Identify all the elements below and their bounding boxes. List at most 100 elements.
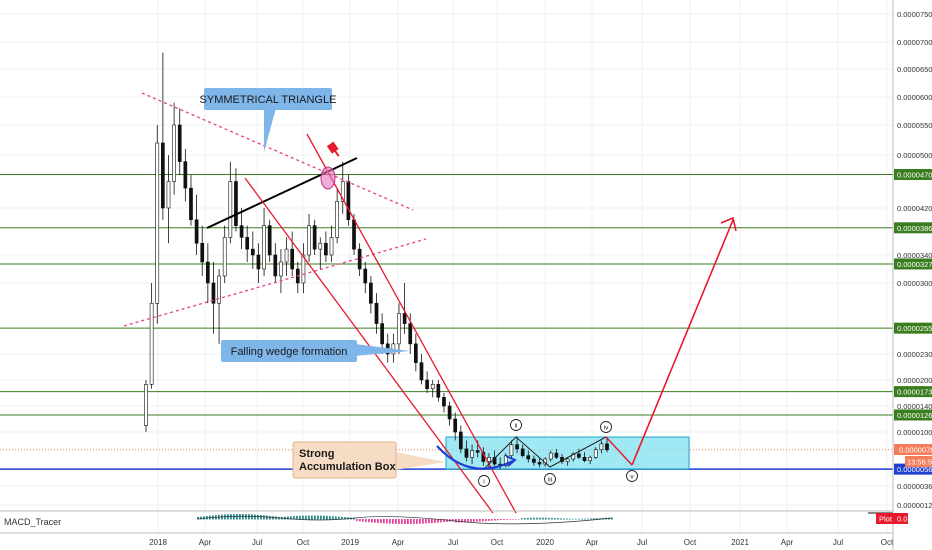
countdown-label: 13:56:51 (907, 458, 932, 467)
macd-bar (344, 517, 346, 520)
accumulation-callout[interactable]: Strong Accumulation Box (292, 441, 446, 479)
time-tick-label: Jul (833, 538, 843, 547)
macd-bar (293, 516, 295, 520)
candle-body (571, 453, 576, 460)
time-tick-label: Apr (781, 538, 794, 547)
macd-bar (377, 519, 379, 523)
candle (537, 457, 542, 468)
triangle-lower-line (123, 238, 427, 327)
macd-bar (272, 516, 274, 520)
candle (307, 213, 311, 262)
candle (470, 444, 474, 465)
macd-bar (545, 517, 547, 520)
candle-body (588, 457, 592, 461)
macd-bar (335, 516, 337, 520)
candle-body (436, 384, 441, 398)
accumulation-arc (436, 445, 514, 470)
macd-bar (539, 517, 541, 520)
candle-body (245, 237, 250, 250)
macd-bar (509, 519, 511, 520)
wave-label-circle (626, 470, 638, 482)
triangle-callout-label: SYMMETRICAL TRIANGLE (200, 94, 337, 106)
candle-body (453, 418, 458, 433)
wedge-callout[interactable]: Falling wedge formation (221, 340, 410, 362)
macd-bar (506, 519, 508, 520)
candle-body (172, 124, 176, 182)
wave-label-circle (510, 419, 522, 431)
candle (436, 380, 441, 402)
time-tick-label: 2020 (536, 538, 554, 547)
wave-label-text: i (483, 479, 484, 486)
macd-bar (497, 519, 499, 521)
candle (194, 194, 199, 255)
candle-body (464, 448, 469, 458)
macd-bar (611, 517, 613, 520)
candle-body (205, 261, 210, 284)
candle (256, 243, 261, 283)
candle-body (565, 458, 570, 462)
macd-bar (581, 518, 583, 520)
candle (509, 440, 514, 459)
time-tick-label: Apr (392, 538, 405, 547)
candle (464, 440, 469, 462)
macd-bar (437, 519, 439, 523)
level-tag-label: 0.00004706 (897, 170, 932, 179)
macd-bar (332, 516, 334, 520)
candle-body (357, 248, 362, 270)
triangle-callout[interactable]: SYMMETRICAL TRIANGLE (200, 88, 337, 152)
candle-body (430, 384, 435, 389)
candle (442, 393, 446, 413)
wedge-lower-line (244, 177, 494, 514)
candle (340, 161, 345, 214)
candle (599, 440, 604, 454)
candle-body (177, 124, 182, 162)
time-axis: 2018 Apr Jul Oct 2019 Apr Jul Oct 2020 Apr Jul Oct 2… (149, 538, 894, 547)
current-price-tag: 0.00000789 13:56:51 (894, 444, 932, 467)
macd-bar (230, 514, 232, 520)
macd-bar (416, 519, 418, 524)
candle-body (239, 225, 244, 238)
wedge-callout-label: Falling wedge formation (231, 346, 348, 358)
candle-body (425, 379, 429, 389)
candle-body (577, 453, 581, 458)
candle-body (537, 462, 542, 465)
macd-bar (518, 519, 520, 520)
macd-bar (542, 517, 544, 520)
macd-bar (512, 519, 514, 520)
macd-bar (263, 515, 265, 520)
candle (155, 125, 160, 324)
time-tick-label: Apr (586, 538, 599, 547)
wave-label-text: iv (604, 425, 609, 432)
candle-body (487, 457, 491, 462)
candle (419, 354, 424, 385)
macd-bar (239, 514, 241, 520)
macd-bar (587, 518, 589, 520)
macd-bar (440, 519, 442, 523)
candle-body (301, 254, 306, 284)
macd-bar (383, 519, 385, 524)
macd-bar (530, 517, 532, 520)
candle-body (447, 405, 452, 420)
wave-label: ii (510, 419, 522, 431)
macd-bar (482, 519, 484, 522)
candle-body (520, 448, 525, 456)
candlestick-series (144, 52, 609, 470)
candle (166, 155, 171, 244)
macd-bar (419, 519, 421, 524)
macd-bar (494, 519, 496, 521)
macd-bar (500, 519, 502, 521)
candle-body (217, 275, 221, 304)
macd-bar (248, 514, 250, 520)
level-price-tags: 0.00004706 0.00003863 0.00003272 0.00002555… (894, 168, 932, 475)
candle-body (402, 313, 407, 324)
wave-label-text: iii (548, 477, 552, 484)
